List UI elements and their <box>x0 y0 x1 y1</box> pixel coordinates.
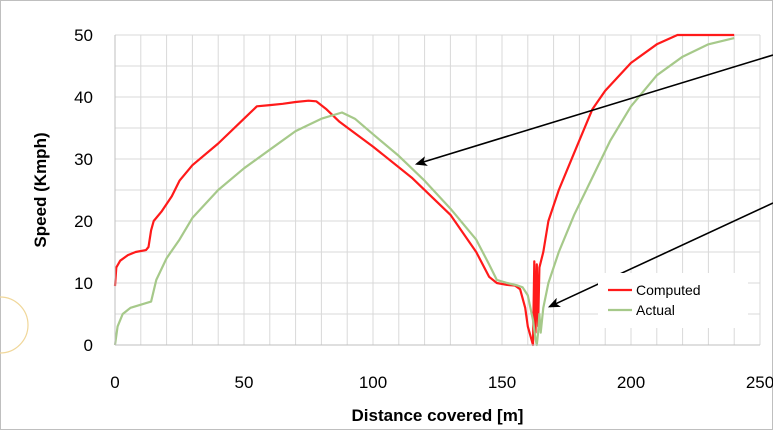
y-tick-label: 0 <box>84 336 93 355</box>
y-tick-label: 10 <box>74 274 93 293</box>
x-tick-label: 50 <box>235 373 254 392</box>
legend-label-computed: Computed <box>636 282 701 298</box>
legend-box <box>598 273 748 328</box>
legend-label-actual: Actual <box>636 302 675 318</box>
x-tick-label: 0 <box>110 373 119 392</box>
x-tick-label: 200 <box>617 373 645 392</box>
axes: 0 50 100 150 200 250 0 10 20 30 40 50 Distance cover… <box>31 26 773 425</box>
y-axis-title: Speed (Kmph) <box>31 132 50 247</box>
x-tick-label: 250 <box>746 373 773 392</box>
y-tick-label: 40 <box>74 88 93 107</box>
y-tick-label: 20 <box>74 212 93 231</box>
annotation-arrow-upper <box>414 54 773 166</box>
x-axis-title: Distance covered [m] <box>352 406 524 425</box>
annotations <box>0 54 773 354</box>
edge-circle-decoration <box>0 296 29 354</box>
series-line-actual <box>113 37 735 347</box>
annotation-arrow-lower <box>547 202 773 308</box>
y-tick-label: 50 <box>74 26 93 45</box>
x-tick-label: 100 <box>359 373 387 392</box>
legend: Computed Actual <box>598 273 748 328</box>
y-tick-label: 30 <box>74 150 93 169</box>
series-line-computed <box>113 33 735 347</box>
plot-area <box>113 33 735 347</box>
x-tick-label: 150 <box>488 373 516 392</box>
